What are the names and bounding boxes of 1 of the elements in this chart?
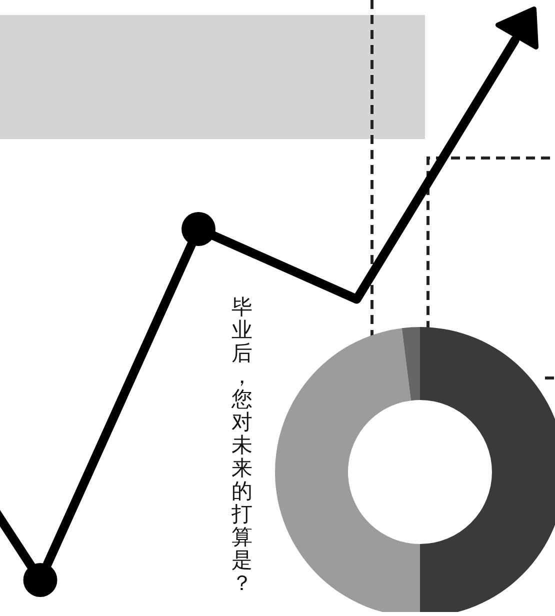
chart-title: 毕业后，您对未来的打算是？	[232, 295, 252, 595]
